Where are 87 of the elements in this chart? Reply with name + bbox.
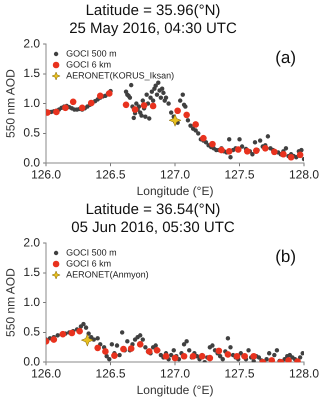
point xyxy=(106,90,113,97)
x-tick-label: 126.0 xyxy=(31,168,62,182)
point xyxy=(198,352,206,360)
point xyxy=(81,334,94,346)
point xyxy=(132,106,138,113)
point xyxy=(234,352,240,360)
point xyxy=(168,114,182,127)
x-tick-label: 127.0 xyxy=(160,168,190,182)
point xyxy=(262,145,269,152)
x-tick-label: 127.0 xyxy=(160,366,190,381)
legend-label: AERONET(Anmyon) xyxy=(66,269,149,280)
x-tick-label: 126.0 xyxy=(31,366,62,381)
point xyxy=(183,112,190,118)
point xyxy=(111,352,118,359)
legend-label: GOCI 500 m xyxy=(66,48,117,58)
point xyxy=(216,348,222,354)
point xyxy=(88,100,95,106)
point xyxy=(250,352,258,360)
point xyxy=(209,140,216,148)
point xyxy=(68,330,76,336)
chart-title: Latitude = 36.54(°N) xyxy=(86,201,220,218)
point xyxy=(218,146,225,154)
point xyxy=(226,148,233,155)
point xyxy=(53,108,60,116)
y-tick-label: 0.0 xyxy=(23,156,40,170)
point xyxy=(192,121,199,128)
point xyxy=(206,354,214,362)
point xyxy=(234,146,242,153)
y-tick-label: 1.0 xyxy=(23,294,40,309)
x-tick-label: 127.5 xyxy=(224,168,255,182)
point xyxy=(280,150,287,158)
point xyxy=(96,92,104,100)
legend-label: AERONET(KORUS_Iksan) xyxy=(66,70,174,80)
y-tick-label: 2.0 xyxy=(23,235,40,250)
point xyxy=(252,147,260,154)
point xyxy=(102,348,109,355)
y-tick-label: 1.5 xyxy=(23,66,40,80)
legend-label: GOCI 6 km xyxy=(66,59,112,70)
y-tick-label: 0.0 xyxy=(23,354,40,369)
annotation: (b) xyxy=(275,247,296,266)
x-tick-label: 128.0 xyxy=(288,168,320,182)
point xyxy=(190,352,196,360)
point xyxy=(288,154,294,161)
point xyxy=(162,352,170,360)
point xyxy=(296,152,304,158)
point xyxy=(174,107,181,114)
point xyxy=(120,346,127,352)
point xyxy=(78,104,86,112)
point xyxy=(271,148,278,156)
y-tick-label: 2.0 xyxy=(23,36,40,50)
x-axis-title: Longitude (°E) xyxy=(136,383,214,398)
chart-subtitle: 25 May 2016, 04:30 UTC xyxy=(69,20,237,38)
y-tick-label: 1.0 xyxy=(23,96,40,110)
point xyxy=(285,357,292,362)
annotation: (a) xyxy=(275,48,296,68)
point xyxy=(140,102,148,109)
point xyxy=(94,344,101,352)
chart-title: Latitude = 35.96(°N) xyxy=(86,2,220,20)
y-axis-title: 550 nm AOD xyxy=(4,68,18,138)
y-tick-label: 0.5 xyxy=(23,324,40,339)
legend-label: GOCI 6 km xyxy=(66,258,112,268)
point xyxy=(122,101,130,108)
point xyxy=(60,330,66,338)
x-tick-label: 126.5 xyxy=(96,366,126,381)
y-tick-label: 1.5 xyxy=(23,265,40,280)
point xyxy=(128,345,134,352)
point xyxy=(180,352,188,360)
point xyxy=(50,336,58,343)
x-tick-label: 128.0 xyxy=(288,366,320,381)
point xyxy=(76,328,83,335)
chart-subtitle: 05 Jun 2016, 05:30 UTC xyxy=(71,219,235,236)
point xyxy=(224,351,232,358)
y-tick-label: 0.5 xyxy=(23,126,40,140)
point xyxy=(150,102,156,110)
x-axis-title: Longitude (°E) xyxy=(136,184,214,198)
legend-label: GOCI 500 m xyxy=(66,247,117,258)
point xyxy=(146,348,153,355)
x-tick-label: 127.5 xyxy=(224,366,255,381)
point xyxy=(244,148,251,155)
point xyxy=(200,134,207,142)
point xyxy=(172,354,178,362)
x-tick-label: 126.5 xyxy=(96,168,126,182)
point xyxy=(154,346,160,354)
point xyxy=(62,104,69,112)
point xyxy=(70,98,76,106)
point xyxy=(136,341,144,348)
y-axis-title: 550 nm AOD xyxy=(4,268,18,337)
